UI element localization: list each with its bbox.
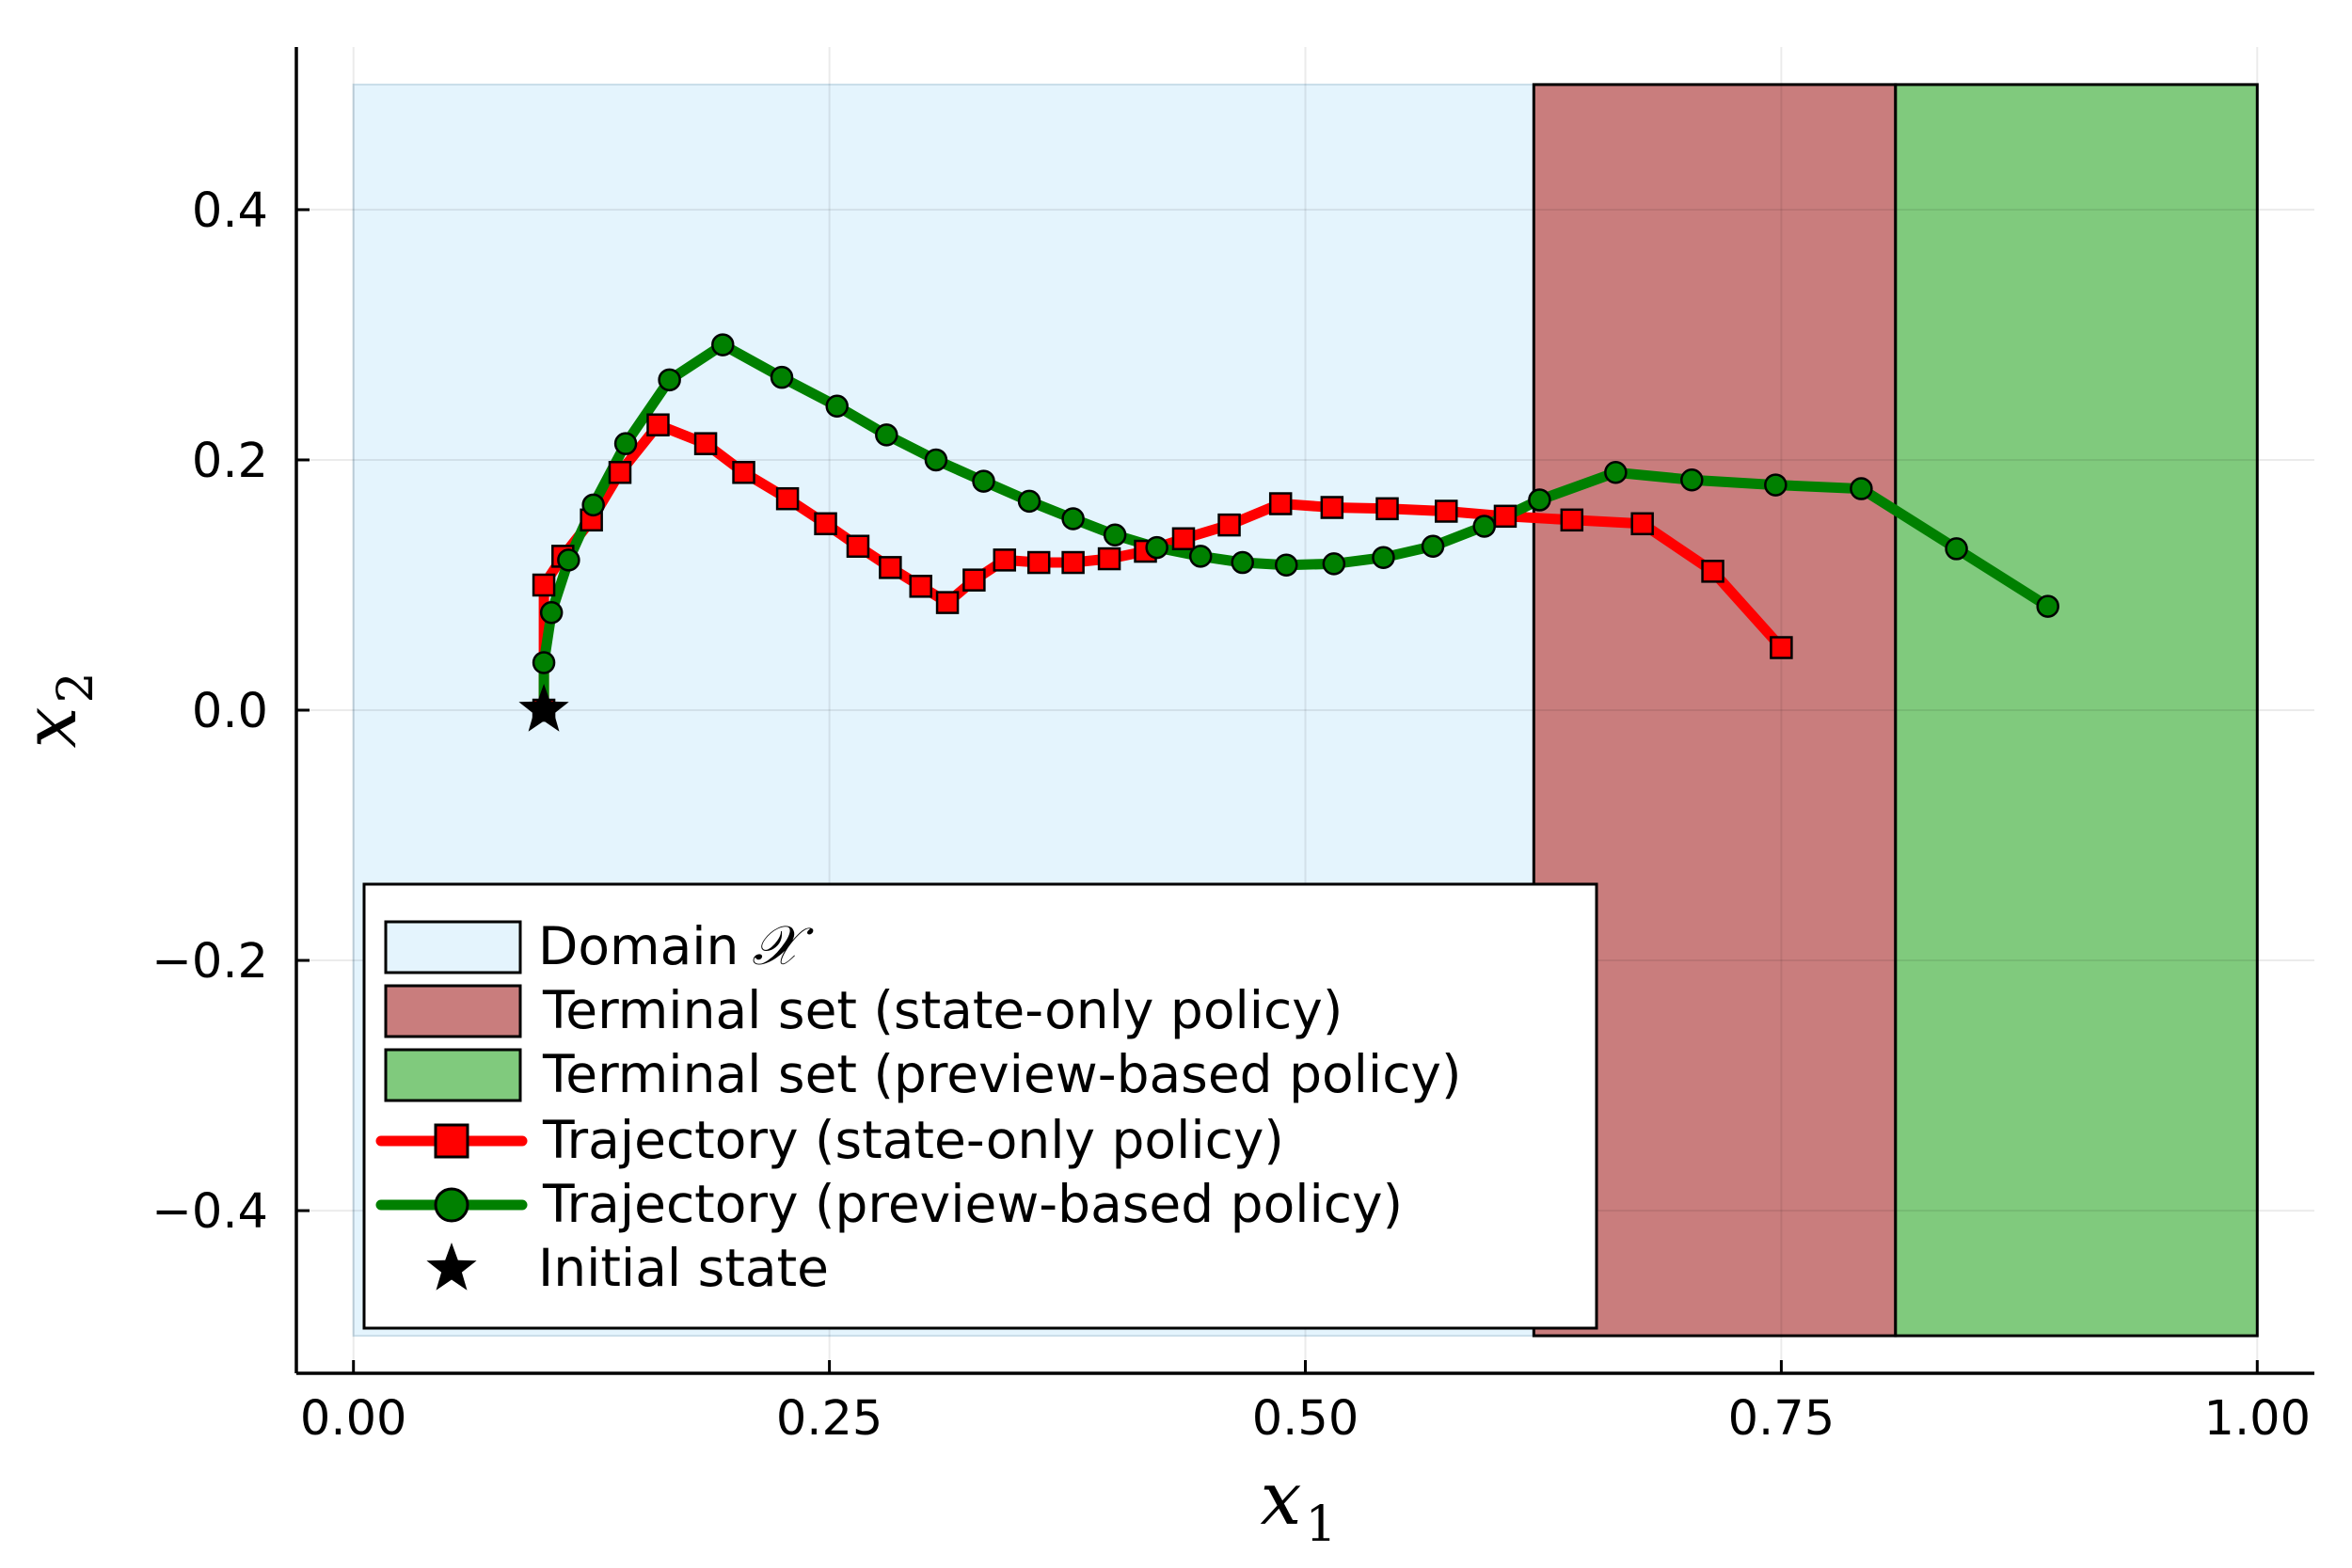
point-state-only-17 [1061, 550, 1085, 575]
point-preview-based-19 [1275, 553, 1298, 577]
series-layer [518, 333, 2059, 732]
point-state-only-28 [1630, 512, 1654, 536]
x-axis-title-sub: 1 [1305, 1497, 1336, 1553]
point-state-only-29 [1701, 560, 1724, 583]
point-state-only-15 [993, 548, 1017, 572]
point-state-only-13 [935, 591, 960, 614]
point-preview-based-13 [1017, 489, 1041, 514]
legend-label-terminal-preview: Terminal set (preview-based policy) [542, 1044, 1461, 1104]
point-state-only-5 [646, 413, 670, 436]
point-preview-based-18 [1231, 550, 1254, 575]
legend-marker-initial [426, 1243, 477, 1291]
point-state-only-7 [732, 461, 755, 484]
legend-box [362, 882, 1598, 1330]
point-state-only-27 [1560, 508, 1584, 532]
y-tick-label-4: 0.4 [192, 183, 268, 239]
point-preview-based-26 [1680, 467, 1704, 492]
point-preview-based-11 [924, 448, 948, 472]
legend-label-traj-preview: Trajectory (preview-based policy) [542, 1174, 1403, 1234]
point-state-only-23 [1320, 496, 1344, 519]
point-preview-based-23 [1472, 515, 1496, 538]
y-tick-label-1: −0.2 [151, 934, 268, 990]
x-tick-label-2: 0.50 [1252, 1391, 1359, 1447]
point-preview-based-15 [1103, 523, 1127, 547]
point-state-only-26 [1493, 504, 1518, 529]
point-preview-based-22 [1421, 534, 1445, 558]
point-state-only-24 [1375, 497, 1399, 521]
point-state-only-20 [1171, 527, 1196, 551]
point-preview-based-5 [613, 432, 638, 455]
x-tick-label-0: 0.00 [300, 1391, 407, 1447]
ticks-layer: 0.00 0.25 0.50 0.75 1.00 −0.4 −0.2 0.0 0.2 0.4 [151, 183, 2311, 1447]
x-tick-label-1: 0.25 [776, 1391, 883, 1447]
point-preview-based-2 [539, 600, 564, 625]
y-axis-title: x2 [8, 672, 104, 748]
point-preview-based-29 [1945, 537, 1968, 561]
legend-label-domain-text: Domain [538, 916, 739, 976]
y-tick-label-3: 0.2 [192, 434, 268, 489]
point-preview-based-8 [770, 365, 794, 389]
point-state-only-18 [1097, 546, 1121, 571]
y-axis-title-sub: 2 [48, 672, 104, 703]
point-state-only-30 [1770, 636, 1793, 659]
legend-label-traj-state: Trajectory (state-only policy) [542, 1110, 1284, 1170]
y-tick-label-2: 0.0 [192, 684, 268, 739]
point-preview-based-14 [1061, 507, 1085, 531]
point-preview-based-27 [1764, 473, 1788, 497]
point-state-only-21 [1217, 513, 1241, 537]
x-tick-label-3: 0.75 [1728, 1391, 1836, 1447]
point-state-only-14 [962, 568, 986, 592]
point-preview-based-21 [1372, 546, 1395, 569]
x-axis-title-main: x [1260, 1457, 1301, 1542]
point-preview-based-20 [1322, 552, 1346, 576]
point-preview-based-6 [658, 368, 681, 392]
point-preview-based-10 [875, 423, 898, 447]
initial-state-star [518, 684, 569, 732]
x-axis-title: x1 [1260, 1457, 1336, 1553]
legend-swatch-terminal-preview [384, 1048, 522, 1102]
legend-swatch-domain [384, 920, 522, 974]
point-preview-based-30 [2036, 594, 2059, 618]
point-state-only-16 [1026, 550, 1051, 575]
point-state-only-12 [909, 575, 932, 598]
legend-label-terminal-state: Terminal set (state-only policy) [542, 980, 1343, 1040]
point-preview-based-16 [1145, 535, 1168, 560]
point-preview-based-7 [711, 333, 735, 356]
y-tick-label-0: −0.4 [151, 1184, 268, 1240]
legend-swatch-terminal-state [384, 984, 522, 1038]
point-preview-based-1 [532, 651, 556, 674]
point-preview-based-4 [581, 493, 605, 517]
legend-marker-traj-preview [434, 1187, 469, 1223]
point-state-only-10 [846, 534, 870, 558]
point-state-only-11 [879, 556, 902, 579]
point-preview-based-3 [557, 548, 580, 572]
point-preview-based-17 [1188, 545, 1213, 568]
point-state-only-22 [1268, 492, 1293, 515]
point-state-only-4 [608, 461, 632, 484]
point-state-only-25 [1434, 499, 1458, 523]
point-state-only-1 [532, 573, 556, 597]
point-preview-based-28 [1850, 477, 1873, 500]
point-preview-based-25 [1604, 461, 1628, 484]
y-axis-title-main: x [8, 707, 93, 749]
point-preview-based-12 [972, 469, 995, 493]
legend-label-domain: Domain 𝒳 [538, 913, 814, 977]
point-state-only-8 [775, 486, 800, 511]
legend-label-initial: Initial state [538, 1238, 829, 1298]
legend-marker-traj-state [434, 1123, 469, 1159]
point-preview-based-9 [825, 394, 849, 419]
x-tick-label-4: 1.00 [2204, 1391, 2312, 1447]
region-terminal-preview-based [1894, 83, 2259, 1338]
point-state-only-9 [814, 512, 837, 536]
legend: Domain 𝒳 Terminal set (state-only policy)… [362, 882, 1598, 1330]
point-preview-based-24 [1528, 488, 1551, 512]
point-state-only-6 [693, 432, 718, 455]
